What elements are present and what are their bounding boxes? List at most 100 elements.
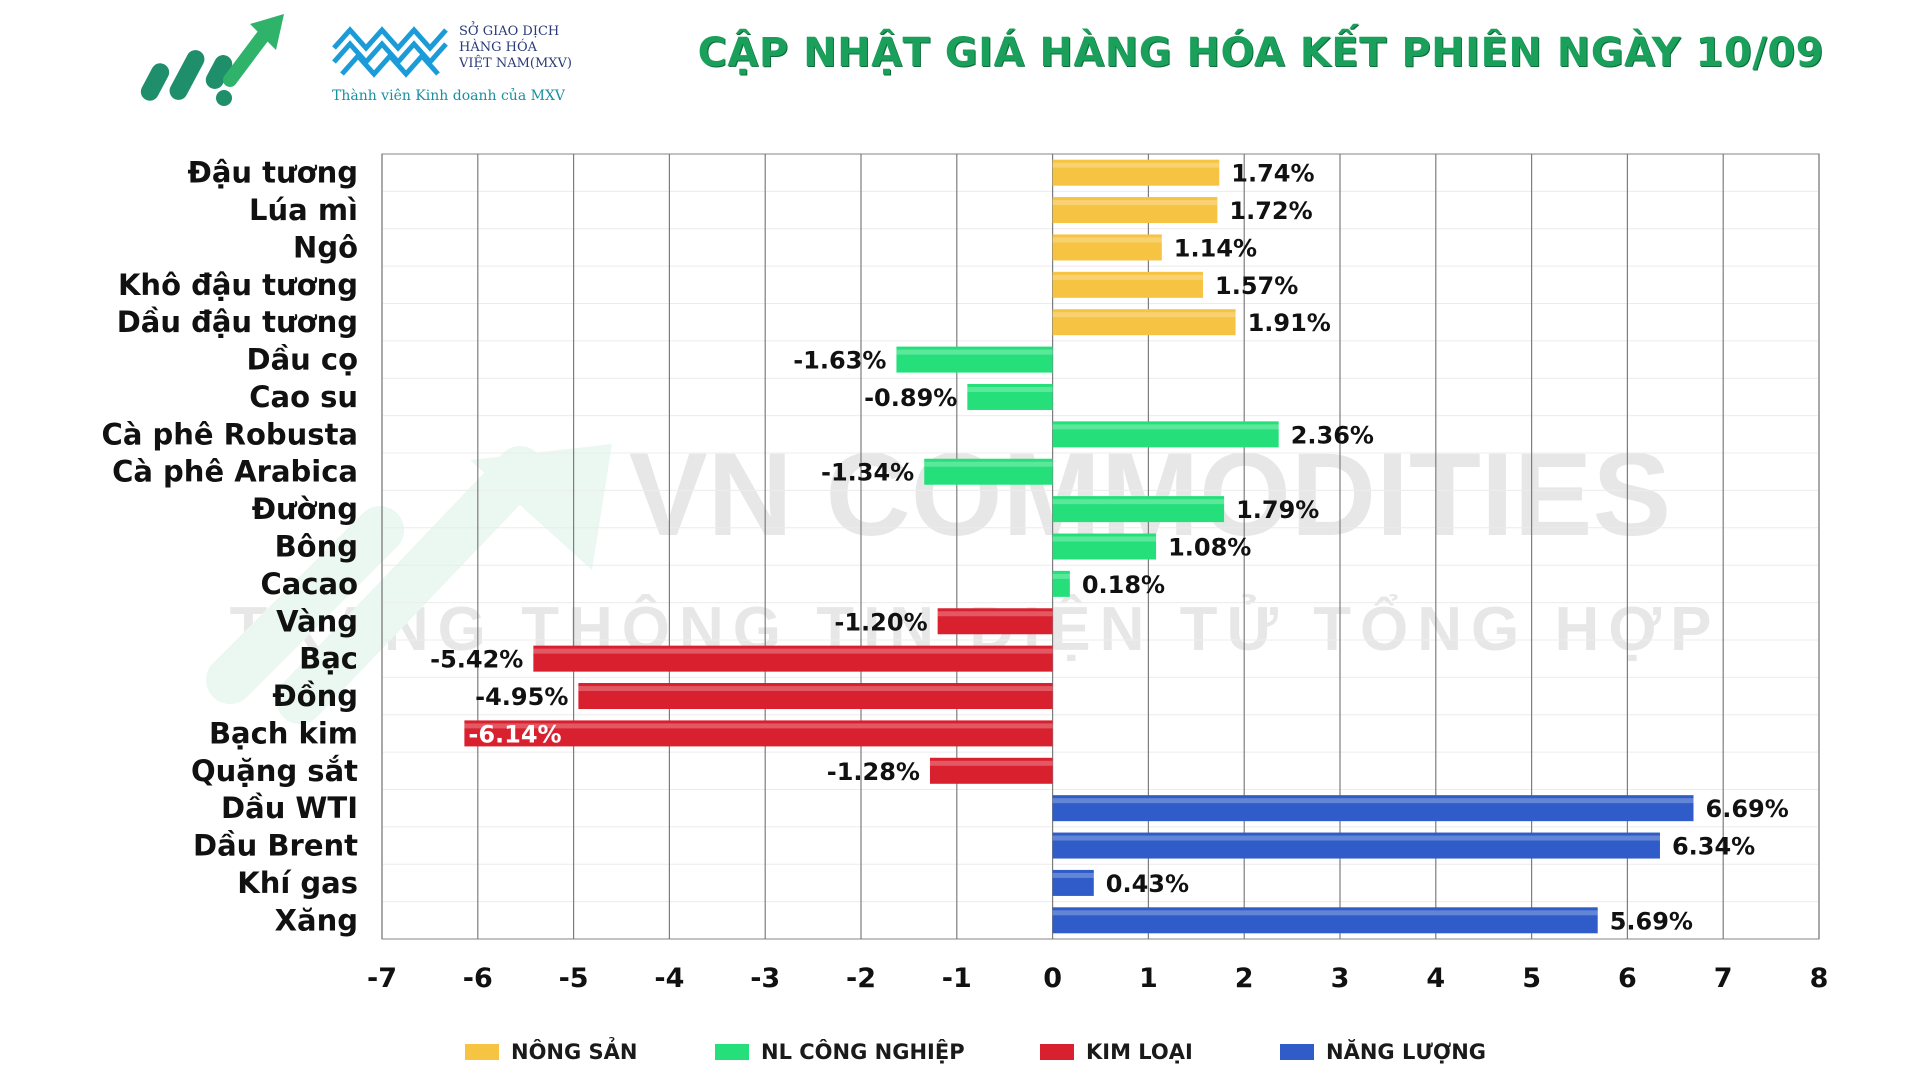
- bar-highlight: [578, 686, 1053, 692]
- category-label: Bạc: [299, 642, 358, 676]
- bar: [1052, 234, 1162, 261]
- bar-highlight: [896, 349, 1053, 355]
- bar-highlight: [1052, 237, 1162, 243]
- watermark-logo: [206, 444, 612, 724]
- value-label: -0.89%: [864, 384, 957, 412]
- value-label: -5.42%: [430, 646, 523, 674]
- x-tick-label: -7: [367, 963, 397, 994]
- value-label: -1.28%: [827, 758, 920, 786]
- bar-highlight: [464, 723, 1053, 729]
- exchange-line-3: VIỆT NAM(MXV): [459, 56, 572, 71]
- category-label: Khô đậu tương: [118, 268, 358, 302]
- x-tick-label: -2: [846, 963, 876, 994]
- bar: [533, 645, 1053, 672]
- bar: [578, 683, 1053, 710]
- value-label: -1.20%: [834, 608, 927, 636]
- legend-item-nang-luong: NĂNG LƯỢNG: [1280, 1040, 1486, 1064]
- bar: [1052, 832, 1660, 859]
- category-label: Ngô: [293, 230, 358, 264]
- category-label: Đậu tương: [188, 156, 358, 190]
- value-label: 1.79%: [1236, 496, 1319, 524]
- x-tick-label: 8: [1810, 963, 1829, 994]
- category-label: Cà phê Robusta: [102, 417, 358, 451]
- exchange-line-2: HÀNG HÓA: [459, 40, 537, 55]
- x-tick-label: -4: [654, 963, 684, 994]
- bar-highlight: [533, 648, 1053, 654]
- category-label: Dầu cọ: [247, 343, 359, 377]
- bar: [1052, 496, 1225, 523]
- bar-chart: VN COMMODITIES TRANG THÔNG TIN ĐIỆN TỬ T…: [102, 153, 1829, 994]
- category-label: Bông: [275, 530, 358, 564]
- bar: [1052, 309, 1236, 336]
- bar-highlight: [1052, 274, 1204, 280]
- bar-highlight: [929, 760, 1053, 766]
- value-label: 1.08%: [1168, 534, 1251, 562]
- value-label: -6.14%: [468, 720, 561, 748]
- bar-highlight: [1052, 312, 1236, 318]
- category-label: Dầu WTI: [221, 791, 358, 825]
- value-label: -1.34%: [821, 459, 914, 487]
- x-tick-label: 5: [1522, 963, 1541, 994]
- bar: [1052, 271, 1204, 298]
- exchange-line-1: SỞ GIAO DỊCH: [459, 24, 560, 39]
- chart-labels: -7 -6 -5 -4 -3 -2 -1 0 1 2 3 4 5 6 7 8 Đậu tương 1.74% Lúa…: [102, 156, 1829, 994]
- x-tick-label: 2: [1235, 963, 1254, 994]
- chart-legend: NÔNG SẢN NL CÔNG NGHIỆP KIM LOẠI NĂNG LƯ…: [0, 1040, 1920, 1070]
- legend-item-kim-loai: KIM LOẠI: [1040, 1040, 1193, 1064]
- bar: [1052, 570, 1070, 597]
- category-label: Dầu Brent: [193, 829, 358, 863]
- value-label: 2.36%: [1291, 421, 1374, 449]
- bar-highlight: [937, 611, 1053, 617]
- x-tick-label: 3: [1331, 963, 1350, 994]
- bar-highlight: [1052, 910, 1598, 916]
- bar: [937, 608, 1053, 635]
- value-label: 6.69%: [1706, 795, 1789, 823]
- x-tick-label: -3: [750, 963, 780, 994]
- member-text: Thành viên Kinh doanh của MXV: [332, 88, 566, 104]
- x-tick-label: 1: [1139, 963, 1158, 994]
- legend-label-nong-san: NÔNG SẢN: [511, 1040, 638, 1064]
- value-label: 1.57%: [1215, 272, 1298, 300]
- exchange-name: SỞ GIAO DỊCH HÀNG HÓA VIỆT NAM(MXV): [459, 24, 572, 72]
- legend-swatch-nang-luong: [1280, 1044, 1314, 1060]
- x-tick-label: 6: [1618, 963, 1637, 994]
- legend-swatch-kim-loai: [1040, 1044, 1074, 1060]
- bar-highlight: [967, 386, 1053, 392]
- bar: [967, 383, 1053, 410]
- category-label: Xăng: [275, 903, 358, 937]
- legend-swatch-nl-cong-nghiep: [715, 1044, 749, 1060]
- value-label: -1.63%: [793, 347, 886, 375]
- bar: [1052, 533, 1157, 560]
- category-label: Bạch kim: [209, 716, 358, 750]
- page-title: CẬP NHẬT GIÁ HÀNG HÓA KẾT PHIÊN NGÀY 10/…: [697, 30, 1824, 76]
- category-label: Lúa mì: [249, 193, 358, 227]
- bar-highlight: [1052, 835, 1660, 841]
- legend-label-nang-luong: NĂNG LƯỢNG: [1326, 1040, 1487, 1064]
- value-label: 1.72%: [1229, 197, 1312, 225]
- bar: [1052, 795, 1694, 822]
- x-tick-label: -1: [942, 963, 972, 994]
- category-label: Dầu đậu tương: [117, 305, 358, 339]
- bar-highlight: [1052, 872, 1094, 878]
- bar: [464, 720, 1053, 747]
- value-label: -4.95%: [475, 683, 568, 711]
- mxv-waves-logo: [332, 26, 448, 78]
- bar: [1052, 869, 1094, 896]
- bar: [1052, 421, 1279, 448]
- bar-highlight: [1052, 162, 1220, 168]
- category-label: Vàng: [276, 604, 358, 638]
- bar-highlight: [1052, 536, 1157, 542]
- growth-arrow-logo: [140, 14, 284, 106]
- bar-highlight: [1052, 798, 1694, 804]
- bar-highlight: [1052, 573, 1070, 579]
- bar-highlight: [1052, 200, 1218, 206]
- value-label: 6.34%: [1672, 833, 1755, 861]
- x-tick-label: -6: [463, 963, 493, 994]
- legend-label-kim-loai: KIM LOẠI: [1086, 1040, 1193, 1064]
- bar: [1052, 907, 1598, 934]
- x-tick-label: -5: [559, 963, 589, 994]
- value-label: 1.74%: [1231, 160, 1314, 188]
- x-tick-label: 4: [1426, 963, 1445, 994]
- bar-highlight: [924, 461, 1053, 467]
- legend-item-nl-cong-nghiep: NL CÔNG NGHIỆP: [715, 1040, 965, 1064]
